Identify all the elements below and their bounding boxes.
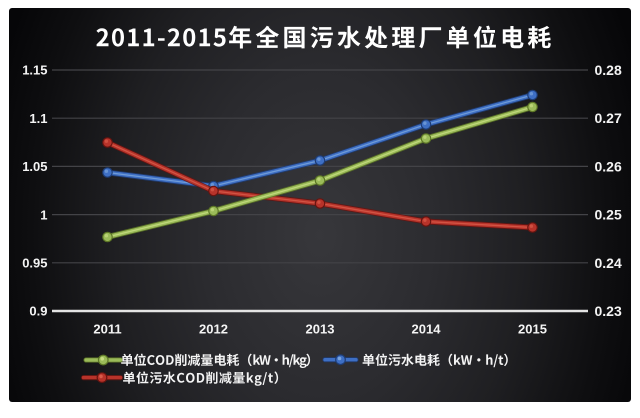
svg-text:1.05: 1.05 <box>22 159 47 174</box>
svg-text:1: 1 <box>40 207 47 222</box>
svg-text:1.15: 1.15 <box>22 63 47 78</box>
svg-text:2012: 2012 <box>199 321 228 336</box>
svg-text:0.27: 0.27 <box>595 110 622 126</box>
svg-text:2015: 2015 <box>518 321 547 336</box>
svg-text:0.23: 0.23 <box>595 303 622 319</box>
svg-text:0.24: 0.24 <box>595 255 622 271</box>
svg-text:0.26: 0.26 <box>595 158 622 174</box>
svg-text:2014: 2014 <box>412 321 442 336</box>
svg-text:0.25: 0.25 <box>595 207 622 223</box>
svg-text:2013: 2013 <box>306 321 335 336</box>
svg-text:0.9: 0.9 <box>29 304 47 319</box>
svg-text:0.28: 0.28 <box>595 62 622 78</box>
svg-text:1.1: 1.1 <box>29 111 47 126</box>
svg-text:0.95: 0.95 <box>22 256 47 271</box>
svg-text:2011: 2011 <box>93 321 121 336</box>
